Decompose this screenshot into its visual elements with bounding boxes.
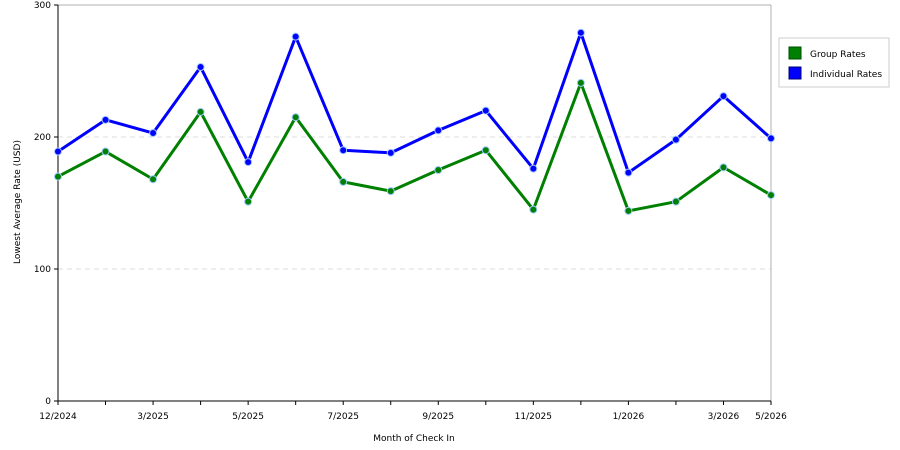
data-point: [386, 187, 395, 196]
data-point: [149, 175, 158, 184]
legend-label-group-rates: Group Rates: [810, 50, 866, 60]
data-point: [54, 147, 62, 156]
data-point: [671, 197, 680, 206]
tick-labels: 0 100 200 300 12/2024 3/2025 5/2025 7/2025 9/202…: [34, 1, 787, 422]
data-point: [196, 107, 205, 116]
x-tick-label: 7/2025: [327, 412, 359, 422]
data-point: [149, 129, 158, 138]
legend-label-individual-rates: Individual Rates: [810, 70, 882, 80]
data-point: [481, 146, 490, 155]
x-tick-label: 3/2025: [137, 412, 169, 422]
data-point: [291, 32, 300, 41]
data-point: [767, 134, 775, 143]
y-axis-label: Lowest Average Rate (USD): [13, 140, 23, 264]
y-tick-label: 200: [34, 133, 51, 143]
series-line: [57, 31, 772, 175]
data-point: [719, 163, 728, 172]
y-tick-label: 300: [34, 1, 51, 11]
data-point: [671, 135, 680, 144]
data-point: [719, 92, 728, 101]
data-point: [624, 168, 633, 177]
data-point: [101, 147, 110, 156]
data-point: [291, 113, 300, 122]
data-point: [196, 63, 205, 72]
data-point: [576, 28, 585, 37]
x-tick-label: 5/2025: [232, 412, 264, 422]
data-point: [481, 106, 490, 115]
axes: [54, 4, 772, 405]
x-tick-label: 1/2026: [613, 412, 645, 422]
data-point: [386, 148, 395, 157]
legend: Group Rates Individual Rates: [778, 37, 890, 88]
series-individual-rates: [54, 28, 775, 177]
series-layer: [54, 28, 775, 215]
data-point: [576, 78, 585, 87]
x-tick-label: 5/2026: [755, 412, 787, 422]
x-tick-label: 9/2025: [422, 412, 454, 422]
x-axis-label: Month of Check In: [373, 434, 455, 444]
y-tick-label: 100: [34, 265, 51, 275]
data-point: [101, 115, 110, 124]
data-point: [434, 166, 443, 174]
x-tick-label: 11/2025: [515, 412, 552, 422]
data-point: [244, 158, 253, 167]
data-point: [529, 205, 538, 214]
legend-swatch-individual-rates: [788, 66, 802, 80]
data-point: [54, 172, 62, 181]
data-point: [244, 197, 253, 206]
data-point: [767, 191, 775, 200]
x-tick-label: 3/2026: [708, 412, 740, 422]
data-point: [339, 146, 348, 155]
series-group-rates: [54, 78, 775, 215]
data-point: [339, 177, 348, 186]
grid-lines: [58, 136, 771, 270]
data-point: [434, 126, 443, 135]
data-point: [529, 164, 538, 173]
x-tick-label: 12/2024: [39, 412, 77, 422]
data-point: [624, 206, 633, 215]
series-line: [57, 81, 772, 213]
y-tick-label: 0: [45, 397, 51, 407]
legend-swatch-group-rates: [788, 46, 802, 60]
